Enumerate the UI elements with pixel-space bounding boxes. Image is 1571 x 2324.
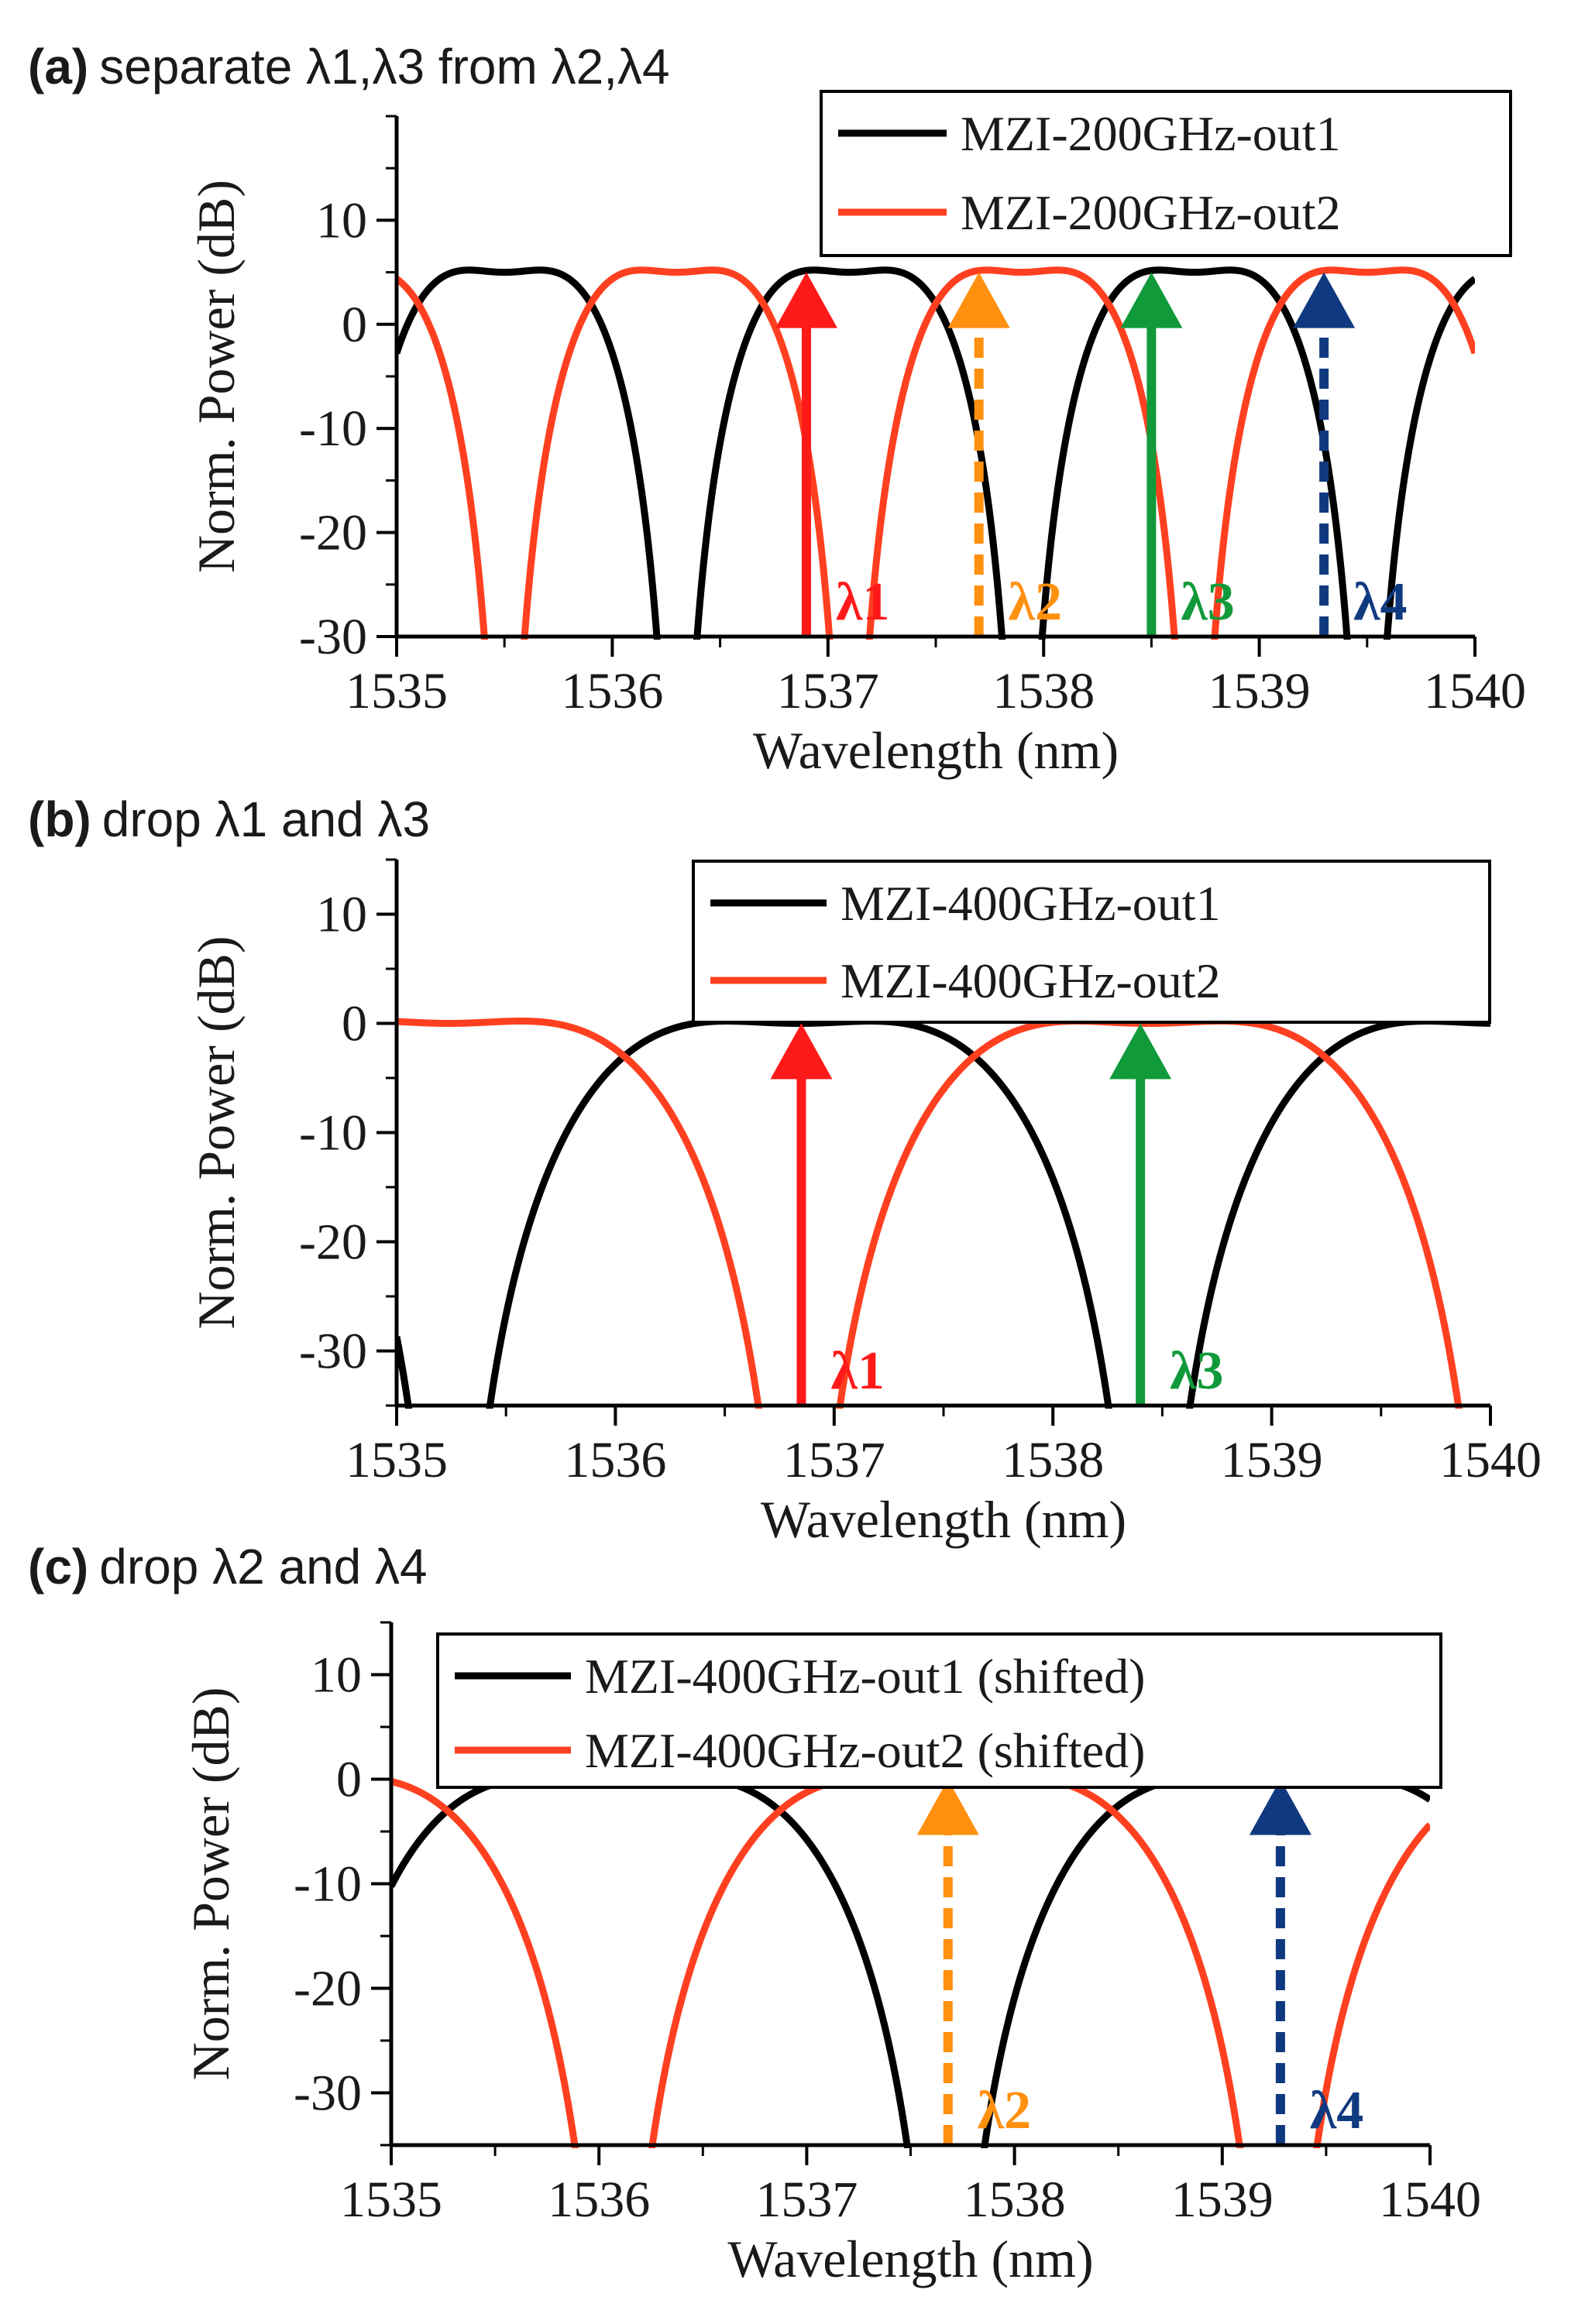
marker-arrow-head [947,272,1010,328]
marker-arrow-head [770,1023,833,1080]
panel-title-text: drop λ2 and λ4 [99,1539,427,1595]
x-tick-label: 1538 [964,2171,1066,2228]
y-tick-label: 0 [342,996,367,1052]
x-axis-label: Wavelength (nm) [753,721,1119,780]
marker-label: λ3 [1170,1341,1223,1401]
x-tick-label: 1538 [992,663,1095,719]
series-line-2 [397,266,1475,640]
y-tick-label: -30 [299,1323,367,1380]
panel-tag: (c) [28,1539,88,1595]
x-tick-label: 1537 [755,2171,858,2228]
panel-title-text: separate λ1,λ3 from λ2,λ4 [99,39,669,94]
y-axis-label: Norm. Power (dB) [187,180,246,573]
panel-tag: (b) [28,791,91,847]
chart-panel-b: (b) drop λ1 and λ3 λ1 λ3 1535 1536 1537 1538 153… [28,791,1542,1549]
legend-box [692,860,1491,1024]
marker-arrow-head [1249,1779,1311,1835]
y-tick-label: 10 [316,192,367,249]
x-tick-label: 1535 [345,1432,448,1488]
x-tick-label: 1537 [783,1432,885,1488]
x-axis-label: Wavelength (nm) [761,1490,1126,1549]
y-tick-label: 10 [316,887,367,943]
marker-arrow-head [1120,272,1183,328]
marker-label: λ3 [1181,572,1234,632]
y-tick-label: -10 [299,1105,367,1162]
y-axis-label: Norm. Power (dB) [187,935,246,1329]
marker-label: λ2 [1009,572,1062,632]
marker-arrow-head [1293,272,1356,328]
x-tick-label: 1538 [1002,1432,1104,1488]
panel-title: (c) drop λ2 and λ4 [28,1539,428,1595]
x-axis-label: Wavelength (nm) [727,2230,1093,2288]
marker-label: λ1 [836,572,889,632]
series-line-1 [397,266,1475,640]
y-tick-label: 0 [336,1752,362,1808]
y-tick-label: -10 [299,400,367,457]
marker-label: λ4 [1310,2081,1363,2140]
legend-box [820,90,1512,257]
panel-tag: (a) [28,39,88,94]
panel-title-text: drop λ1 and λ3 [102,791,430,847]
legend-entry: MZI-200GHz-out2 [961,185,1341,240]
legend-entry: MZI-400GHz-out1 (shifted) [585,1649,1145,1704]
panel-title: (a) separate λ1,λ3 from λ2,λ4 [28,39,670,94]
series-line-1 [397,1018,1490,1409]
legend-entry: MZI-200GHz-out1 [961,106,1341,161]
y-axis-label: Norm. Power (dB) [181,1687,240,2080]
marker-label: λ4 [1353,572,1407,632]
x-tick-label: 1539 [1208,663,1311,719]
x-tick-label: 1539 [1171,2171,1274,2228]
marker-arrow-head [775,272,837,328]
chart-panel-a: (a) separate λ1,λ3 from λ2,λ4 λ1 λ2 λ3 λ4 1535… [28,39,1526,780]
legend-entry: MZI-400GHz-out2 (shifted) [585,1723,1145,1778]
series-line-2 [391,1773,1430,2148]
x-tick-label: 1540 [1424,663,1526,719]
legend-box [436,1632,1442,1789]
x-tick-label: 1535 [345,663,448,719]
x-tick-label: 1540 [1379,2171,1481,2228]
series-line-2 [397,1018,1463,1409]
legend-entry: MZI-400GHz-out2 [841,953,1221,1008]
series-line-1 [391,1773,1430,2148]
y-tick-label: -20 [299,505,367,561]
x-tick-label: 1536 [561,663,663,719]
x-tick-label: 1539 [1221,1432,1323,1488]
y-tick-label: -30 [299,609,367,665]
marker-arrow-head [916,1779,979,1835]
panel-title: (b) drop λ1 and λ3 [28,791,430,847]
marker-label: λ1 [830,1341,884,1401]
legend-entry: MZI-400GHz-out1 [841,876,1221,931]
marker-arrow-head [1109,1023,1172,1080]
y-tick-label: -20 [294,1961,362,2017]
y-tick-label: 10 [311,1647,362,1704]
y-tick-label: -20 [299,1214,367,1271]
y-tick-label: -30 [294,2065,362,2122]
x-tick-label: 1537 [777,663,879,719]
x-tick-label: 1535 [340,2171,442,2228]
x-tick-label: 1540 [1439,1432,1542,1488]
chart-panel-c: (c) drop λ2 and λ4 λ2 λ4 1535 1536 1537 1538 153… [28,1539,1481,2288]
y-tick-label: 0 [342,297,367,353]
y-tick-label: -10 [294,1856,362,1913]
x-tick-label: 1536 [564,1432,666,1488]
marker-label: λ2 [978,2081,1031,2140]
x-tick-label: 1536 [548,2171,650,2228]
